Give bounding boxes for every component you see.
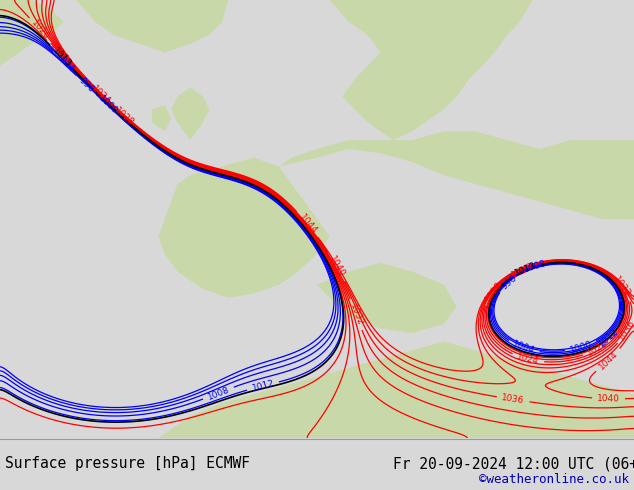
Text: 996: 996 — [500, 273, 519, 292]
Text: 1013: 1013 — [50, 46, 73, 69]
Text: 1036: 1036 — [617, 318, 634, 342]
Text: 996: 996 — [77, 76, 96, 94]
Text: 1004: 1004 — [54, 52, 76, 74]
Text: 1020: 1020 — [586, 339, 610, 358]
Text: 1024: 1024 — [89, 84, 112, 106]
Text: 1028: 1028 — [113, 106, 136, 128]
Text: 1044: 1044 — [297, 213, 318, 236]
Text: 1024: 1024 — [516, 352, 540, 367]
Text: 1000: 1000 — [97, 94, 120, 117]
Text: Surface pressure [hPa] ECMWF: Surface pressure [hPa] ECMWF — [5, 456, 250, 471]
Text: 1032: 1032 — [348, 302, 365, 327]
Text: 1016: 1016 — [510, 262, 534, 280]
Text: 1012: 1012 — [250, 379, 275, 393]
Text: 1016: 1016 — [47, 41, 69, 64]
Text: 1032: 1032 — [612, 275, 632, 299]
Text: 1008: 1008 — [206, 385, 231, 401]
Text: 1013: 1013 — [514, 261, 538, 278]
Text: Fr 20-09-2024 12:00 UTC (06+06): Fr 20-09-2024 12:00 UTC (06+06) — [393, 456, 634, 471]
Text: 1028: 1028 — [483, 280, 504, 303]
Text: 1040: 1040 — [597, 394, 620, 404]
Text: 1044: 1044 — [597, 349, 620, 371]
Text: 1040: 1040 — [327, 254, 346, 279]
Text: ©weatheronline.co.uk: ©weatheronline.co.uk — [479, 473, 629, 486]
Text: 1008: 1008 — [523, 259, 548, 274]
Text: 1004: 1004 — [512, 340, 536, 356]
Text: 1000: 1000 — [569, 340, 593, 355]
Text: 1012: 1012 — [597, 326, 620, 348]
Text: 1036: 1036 — [501, 393, 525, 406]
Text: 1020: 1020 — [29, 19, 51, 42]
